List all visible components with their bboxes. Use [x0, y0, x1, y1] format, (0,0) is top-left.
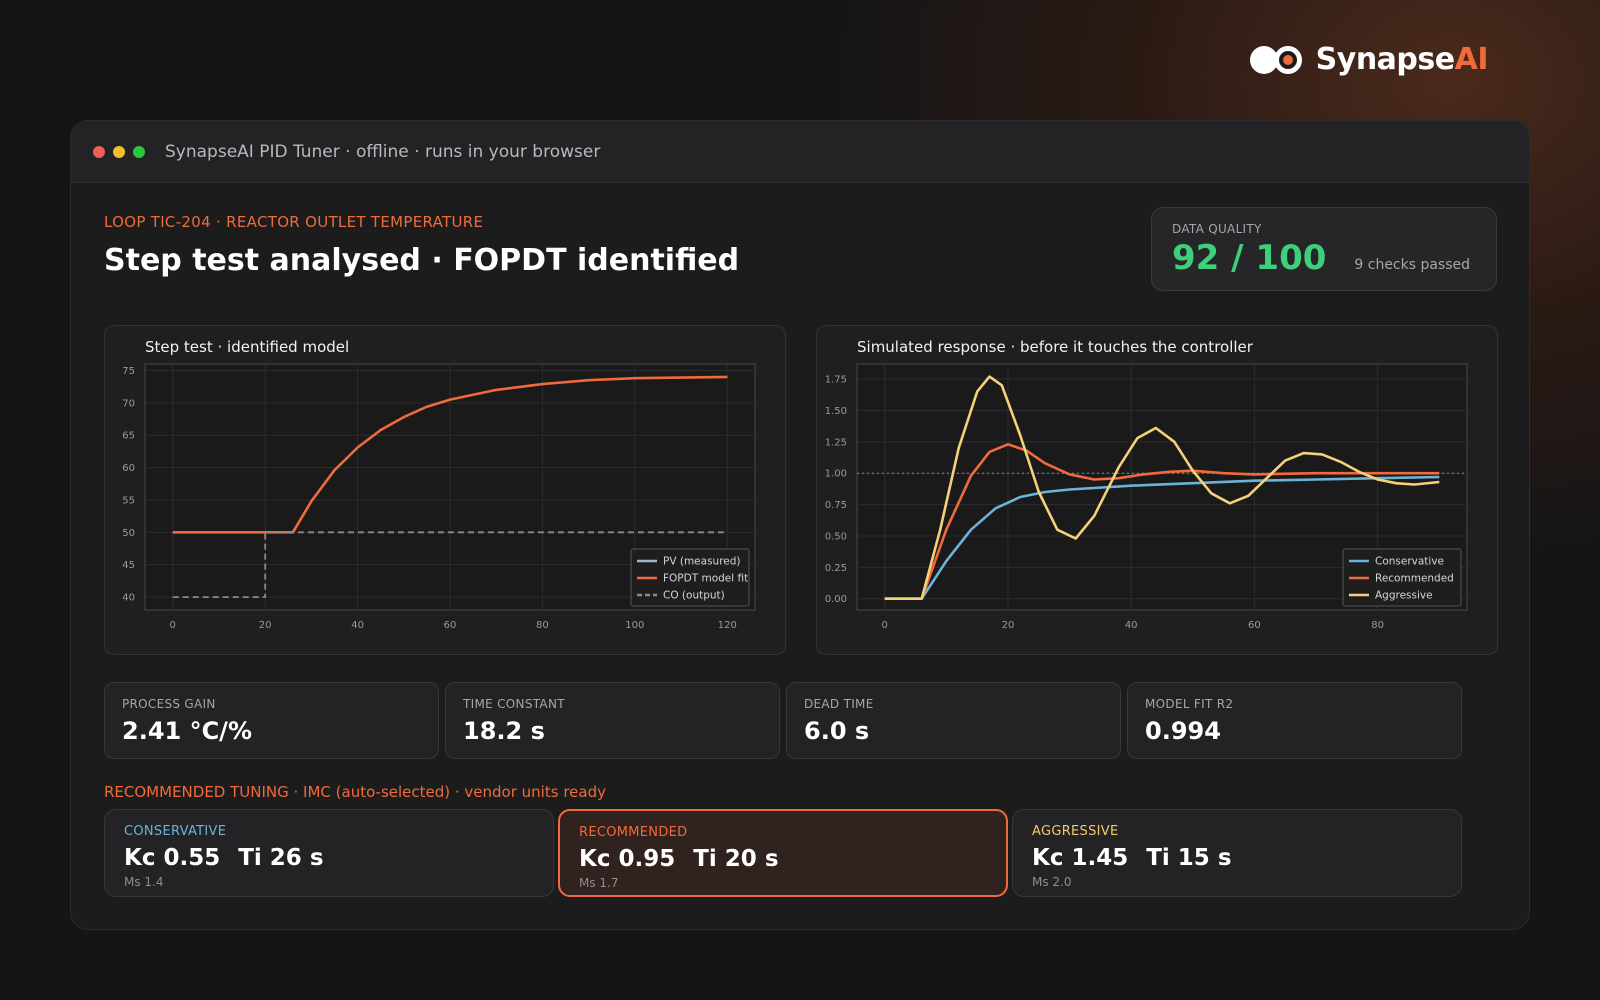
simulated-response-legend-label: Aggressive: [1375, 590, 1433, 602]
stat-label: PROCESS GAIN: [122, 697, 216, 711]
step-test-x-tick-label: 60: [444, 620, 457, 631]
tuning-kc-value: Kc 0.95: [579, 846, 676, 872]
brand-logo: SynapseAI: [1249, 42, 1489, 77]
tuning-kc-value: Kc 0.55: [124, 845, 221, 871]
stat-label: TIME CONSTANT: [463, 697, 565, 711]
minimize-window-icon[interactable]: [113, 145, 125, 158]
simulated-response-x-tick-label: 20: [1002, 620, 1015, 631]
simulated-response-y-tick-label: 1.00: [825, 469, 847, 480]
page-title: Step test analysed · FOPDT identified: [104, 243, 740, 278]
step-test-y-tick-label: 60: [122, 463, 135, 474]
tuning-card-aggressive[interactable]: AGGRESSIVE Kc 1.45 Ti 15 s Ms 2.0: [1012, 809, 1462, 897]
data-quality-score: 92 / 100: [1172, 238, 1327, 278]
step-test-x-tick-label: 40: [351, 620, 364, 631]
step-test-x-tick-label: 120: [718, 620, 737, 631]
tuning-card-label: CONSERVATIVE: [124, 824, 227, 839]
tuning-kc-value: Kc 1.45: [1032, 845, 1129, 871]
simulated-response-x-tick-label: 40: [1125, 620, 1138, 631]
tuning-ms-value: Ms 1.7: [579, 876, 619, 890]
step-test-y-tick-label: 40: [122, 593, 135, 604]
maximize-window-icon[interactable]: [133, 145, 145, 158]
simulated-response-series-line: [884, 475, 1440, 600]
stat-model-fit: MODEL FIT R2 0.994: [1127, 682, 1462, 759]
data-quality-note: 9 checks passed: [1354, 257, 1471, 273]
simulated-response-series-line: [884, 375, 1440, 600]
step-test-legend-label: CO (output): [663, 590, 725, 602]
tuning-ti-value: Ti 15 s: [1146, 845, 1232, 871]
window-titlebar: SynapseAI PID Tuner · offline · runs in …: [71, 121, 1529, 183]
simulated-response-legend: Conservative Recommended Aggressive: [1342, 548, 1462, 607]
simulated-response-legend-box: [1342, 548, 1462, 607]
tuning-card-label: AGGRESSIVE: [1032, 824, 1119, 839]
stat-label: DEAD TIME: [804, 697, 874, 711]
logo-icon: [1249, 45, 1306, 74]
tuning-card-label: RECOMMENDED: [579, 825, 688, 840]
window-title: SynapseAI PID Tuner · offline · runs in …: [165, 141, 601, 162]
data-quality-card: DATA QUALITY 92 / 100 9 checks passed: [1151, 207, 1497, 291]
tuning-card-recommended[interactable]: RECOMMENDED Kc 0.95 Ti 20 s Ms 1.7: [558, 809, 1008, 897]
stat-value: 0.994: [1145, 717, 1221, 745]
step-test-chart-title: Step test · identified model: [145, 338, 350, 356]
simulated-response-y-tick-label: 0.50: [825, 531, 847, 542]
stat-value: 6.0 s: [804, 717, 870, 745]
simulated-response-chart-panel: Simulated response · before it touches t…: [816, 325, 1498, 655]
simulated-response-x-tick-label: 0: [882, 620, 888, 631]
app-window: SynapseAI PID Tuner · offline · runs in …: [70, 120, 1530, 930]
tuning-card-conservative[interactable]: CONSERVATIVE Kc 0.55 Ti 26 s Ms 1.4: [104, 809, 554, 897]
simulated-response-legend-label: Recommended: [1375, 573, 1454, 585]
tuning-header: RECOMMENDED TUNING · IMC (auto-selected)…: [104, 783, 606, 801]
step-test-y-tick-label: 75: [122, 366, 135, 377]
step-test-y-tick-label: 45: [122, 560, 135, 571]
tuning-ms-value: Ms 1.4: [124, 875, 164, 889]
simulated-response-y-tick-label: 1.25: [825, 437, 847, 448]
step-test-y-tick-label: 50: [122, 528, 135, 539]
step-test-y-tick-label: 70: [122, 398, 135, 409]
step-test-legend: PV (measured) FOPDT model fit CO (output): [630, 548, 750, 607]
stat-value: 2.41 °C/%: [122, 717, 252, 745]
step-test-legend-box: [630, 548, 750, 607]
simulated-response-chart-title: Simulated response · before it touches t…: [857, 338, 1253, 356]
step-test-legend-label: PV (measured): [663, 556, 741, 568]
simulated-response-y-tick-label: 0.75: [825, 500, 847, 511]
simulated-response-y-tick-label: 1.50: [825, 406, 847, 417]
simulated-response-chart: 0 20 40 60 80 0.00 0.25 0.50 0.75 1.00 1.25 1.50 1.7…: [825, 363, 1468, 631]
stat-value: 18.2 s: [463, 717, 545, 745]
simulated-response-legend-label: Conservative: [1375, 556, 1444, 568]
stat-label: MODEL FIT R2: [1145, 697, 1234, 711]
stat-time-constant: TIME CONSTANT 18.2 s: [445, 682, 780, 759]
simulated-response-series-line: [884, 443, 1440, 600]
close-window-icon[interactable]: [93, 145, 105, 158]
step-test-x-tick-label: 0: [170, 620, 176, 631]
tuning-ti-value: Ti 20 s: [693, 846, 779, 872]
data-quality-label: DATA QUALITY: [1172, 222, 1262, 236]
step-test-y-tick-label: 55: [122, 495, 135, 506]
simulated-response-y-tick-label: 1.75: [825, 375, 847, 386]
simulated-response-axes: 0 20 40 60 80 0.00 0.25 0.50 0.75 1.00 1.25 1.50 1.7…: [825, 364, 1467, 631]
step-test-x-tick-label: 80: [536, 620, 549, 631]
simulated-response-y-tick-label: 0.00: [825, 594, 847, 605]
step-test-legend-label: FOPDT model fit: [663, 573, 748, 585]
simulated-response-y-tick-label: 0.25: [825, 563, 847, 574]
step-test-chart: 0 20 40 60 80 100 120 40 45 50 55 60 65 70 75 PV (measu…: [122, 363, 756, 631]
loop-label: LOOP TIC-204 · REACTOR OUTLET TEMPERATUR…: [104, 213, 484, 231]
brand-name: SynapseAI: [1315, 42, 1489, 77]
step-test-y-tick-label: 65: [122, 431, 135, 442]
simulated-response-x-tick-label: 60: [1248, 620, 1261, 631]
step-test-chart-panel: Step test · identified model 0 20 40 60 80 10…: [104, 325, 786, 655]
step-test-series-line: [172, 531, 728, 598]
step-test-x-tick-label: 20: [259, 620, 272, 631]
tuning-ti-value: Ti 26 s: [238, 845, 324, 871]
simulated-response-x-tick-label: 80: [1371, 620, 1384, 631]
step-test-x-tick-label: 100: [625, 620, 644, 631]
tuning-ms-value: Ms 2.0: [1032, 875, 1072, 889]
stat-process-gain: PROCESS GAIN 2.41 °C/%: [104, 682, 439, 759]
stat-dead-time: DEAD TIME 6.0 s: [786, 682, 1121, 759]
